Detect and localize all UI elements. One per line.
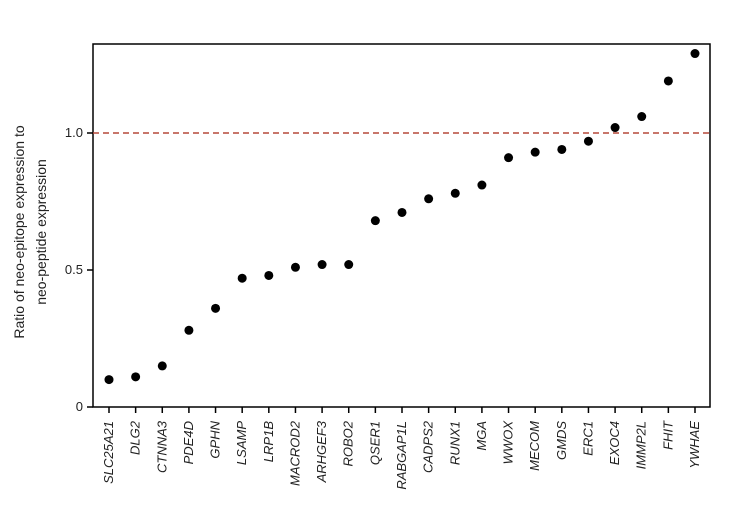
x-tick-label: LRP1B <box>261 421 276 463</box>
x-axis: SLC25A21 DLG2 CTNNA3 PDE4D GPHN LSAMP LRP1B MAC… <box>101 407 702 490</box>
x-tick-label: RUNX1 <box>447 421 462 465</box>
data-point <box>317 260 327 270</box>
x-tick-label: MGA <box>474 421 489 451</box>
data-point <box>211 303 221 313</box>
data-point <box>104 375 114 385</box>
data-point <box>450 188 460 198</box>
x-tick-label: DLG2 <box>128 420 143 455</box>
y-axis: 0 0.5 1.0 <box>65 125 93 414</box>
data-point <box>637 112 647 122</box>
x-tick-label: YWHAE <box>687 421 702 469</box>
y-tick-label: 1.0 <box>65 125 83 140</box>
data-point <box>610 123 620 133</box>
x-tick-label: EXOC4 <box>607 421 622 465</box>
y-tick-label: 0.5 <box>65 262 83 277</box>
data-point <box>583 136 593 146</box>
data-point <box>184 325 194 335</box>
x-tick-label: ERC1 <box>580 421 595 456</box>
x-tick-label: PDE4D <box>181 421 196 464</box>
data-point <box>690 49 700 59</box>
x-tick-label: GMDS <box>554 421 569 460</box>
x-tick-label: WWOX <box>501 420 516 465</box>
data-point <box>424 194 434 204</box>
data-point <box>370 216 380 226</box>
data-point <box>157 361 167 371</box>
x-tick-label: MACROD2 <box>287 420 302 486</box>
x-tick-label: ROBO2 <box>341 420 356 466</box>
data-point <box>663 76 673 86</box>
data-point <box>264 270 274 280</box>
x-tick-label: CADPS2 <box>421 420 436 473</box>
x-tick-label: QSER1 <box>367 421 382 465</box>
data-points <box>104 49 700 385</box>
data-point <box>477 180 487 190</box>
x-tick-label: SLC25A21 <box>101 421 116 484</box>
plot-frame <box>92 43 711 408</box>
data-point <box>131 372 141 382</box>
x-tick-label: ARHGEF3 <box>314 420 329 483</box>
data-point <box>557 144 567 154</box>
data-point <box>530 147 540 157</box>
x-tick-label: GPHN <box>208 420 223 458</box>
data-point <box>344 260 354 270</box>
data-point <box>237 273 247 283</box>
y-tick-label: 0 <box>76 399 83 414</box>
y-axis-title-line2: neo-peptide expression <box>33 159 49 305</box>
x-tick-label: LSAMP <box>234 421 249 465</box>
x-tick-label: FHIT <box>660 420 675 450</box>
data-point <box>290 262 300 272</box>
x-tick-label: MECOM <box>527 421 542 471</box>
data-point <box>504 153 514 163</box>
x-tick-label: IMMP2L <box>634 421 649 469</box>
y-axis-title-line1: Ratio of neo-epitope expression to <box>11 125 27 338</box>
x-tick-label: RABGAP1L <box>394 421 409 490</box>
data-point <box>397 207 407 217</box>
x-tick-label: CTNNA3 <box>154 420 169 473</box>
